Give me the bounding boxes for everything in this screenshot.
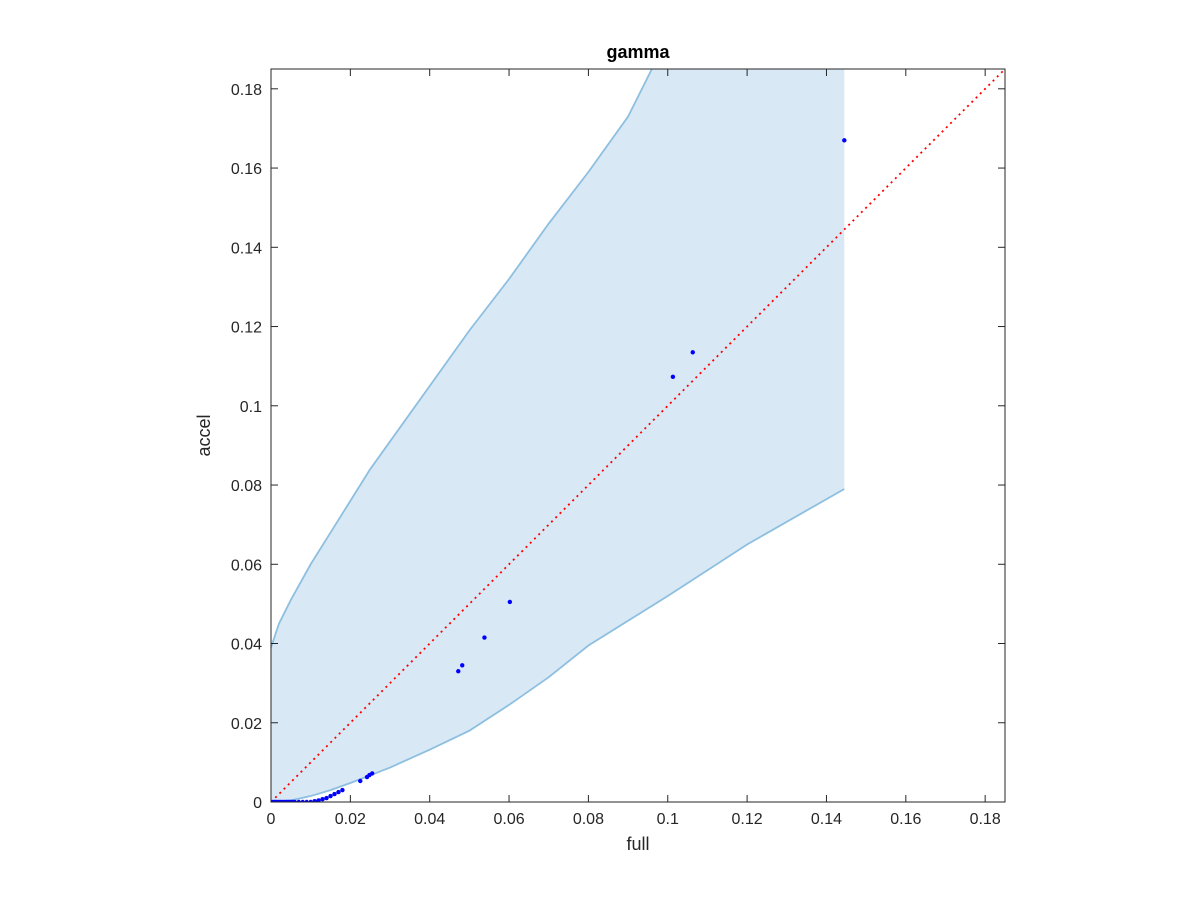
data-point xyxy=(507,599,513,605)
identity-reference-line xyxy=(271,69,1005,802)
data-point xyxy=(482,635,487,640)
data-point xyxy=(300,799,305,802)
data-point xyxy=(320,797,325,802)
confidence-band xyxy=(271,69,845,802)
y-axis-ticks: 0 0.02 0.04 0.06 0.08 0.1 0.12 0.14 0.16 0.18 xyxy=(231,82,1005,812)
chart-title: gamma xyxy=(606,42,670,62)
band-lower-edge xyxy=(271,488,845,802)
data-point xyxy=(460,663,465,668)
x-axis-ticks: 0 0.02 0.04 0.06 0.08 0.1 0.12 0.14 0.16 0.18 xyxy=(267,69,1001,828)
data-point xyxy=(316,798,321,802)
data-point xyxy=(340,787,345,793)
data-point xyxy=(456,669,461,674)
y-tick-label: 0.18 xyxy=(231,82,262,99)
data-point xyxy=(369,771,375,776)
x-axis-label: full xyxy=(626,834,649,854)
data-point xyxy=(312,799,317,802)
x-tick-label: 0.02 xyxy=(335,811,366,828)
y-axis-label: accel xyxy=(194,414,214,456)
x-tick-label: 0.1 xyxy=(657,811,679,828)
data-point xyxy=(296,799,301,802)
data-point xyxy=(842,138,847,143)
y-tick-label: 0.08 xyxy=(231,478,262,495)
data-point xyxy=(308,799,313,802)
data-point xyxy=(304,799,309,802)
x-tick-label: 0.06 xyxy=(493,811,524,828)
data-point xyxy=(336,789,341,795)
data-point xyxy=(358,778,363,784)
data-point xyxy=(670,374,676,380)
y-tick-label: 0.04 xyxy=(231,637,262,654)
y-tick-label: 0.12 xyxy=(231,320,262,337)
x-tick-label: 0.04 xyxy=(414,811,445,828)
x-tick-label: 0.08 xyxy=(573,811,604,828)
scatter-points xyxy=(271,138,847,802)
data-point xyxy=(690,350,695,355)
y-tick-label: 0 xyxy=(253,795,262,812)
data-point xyxy=(332,791,337,797)
data-point xyxy=(292,799,298,802)
x-tick-label: 0 xyxy=(267,811,276,828)
x-tick-label: 0.18 xyxy=(970,811,1001,828)
data-point xyxy=(324,795,329,801)
axes-box xyxy=(270,68,1006,803)
y-tick-label: 0.1 xyxy=(240,399,262,416)
y-tick-label: 0.16 xyxy=(231,161,262,178)
y-tick-label: 0.06 xyxy=(231,557,262,574)
band-upper-edge xyxy=(271,69,653,648)
x-tick-label: 0.16 xyxy=(890,811,921,828)
plot-area xyxy=(271,69,1005,802)
y-tick-label: 0.02 xyxy=(231,716,262,733)
y-tick-label: 0.14 xyxy=(231,240,262,257)
data-point xyxy=(328,793,333,799)
x-tick-label: 0.14 xyxy=(811,811,842,828)
x-tick-label: 0.12 xyxy=(732,811,763,828)
